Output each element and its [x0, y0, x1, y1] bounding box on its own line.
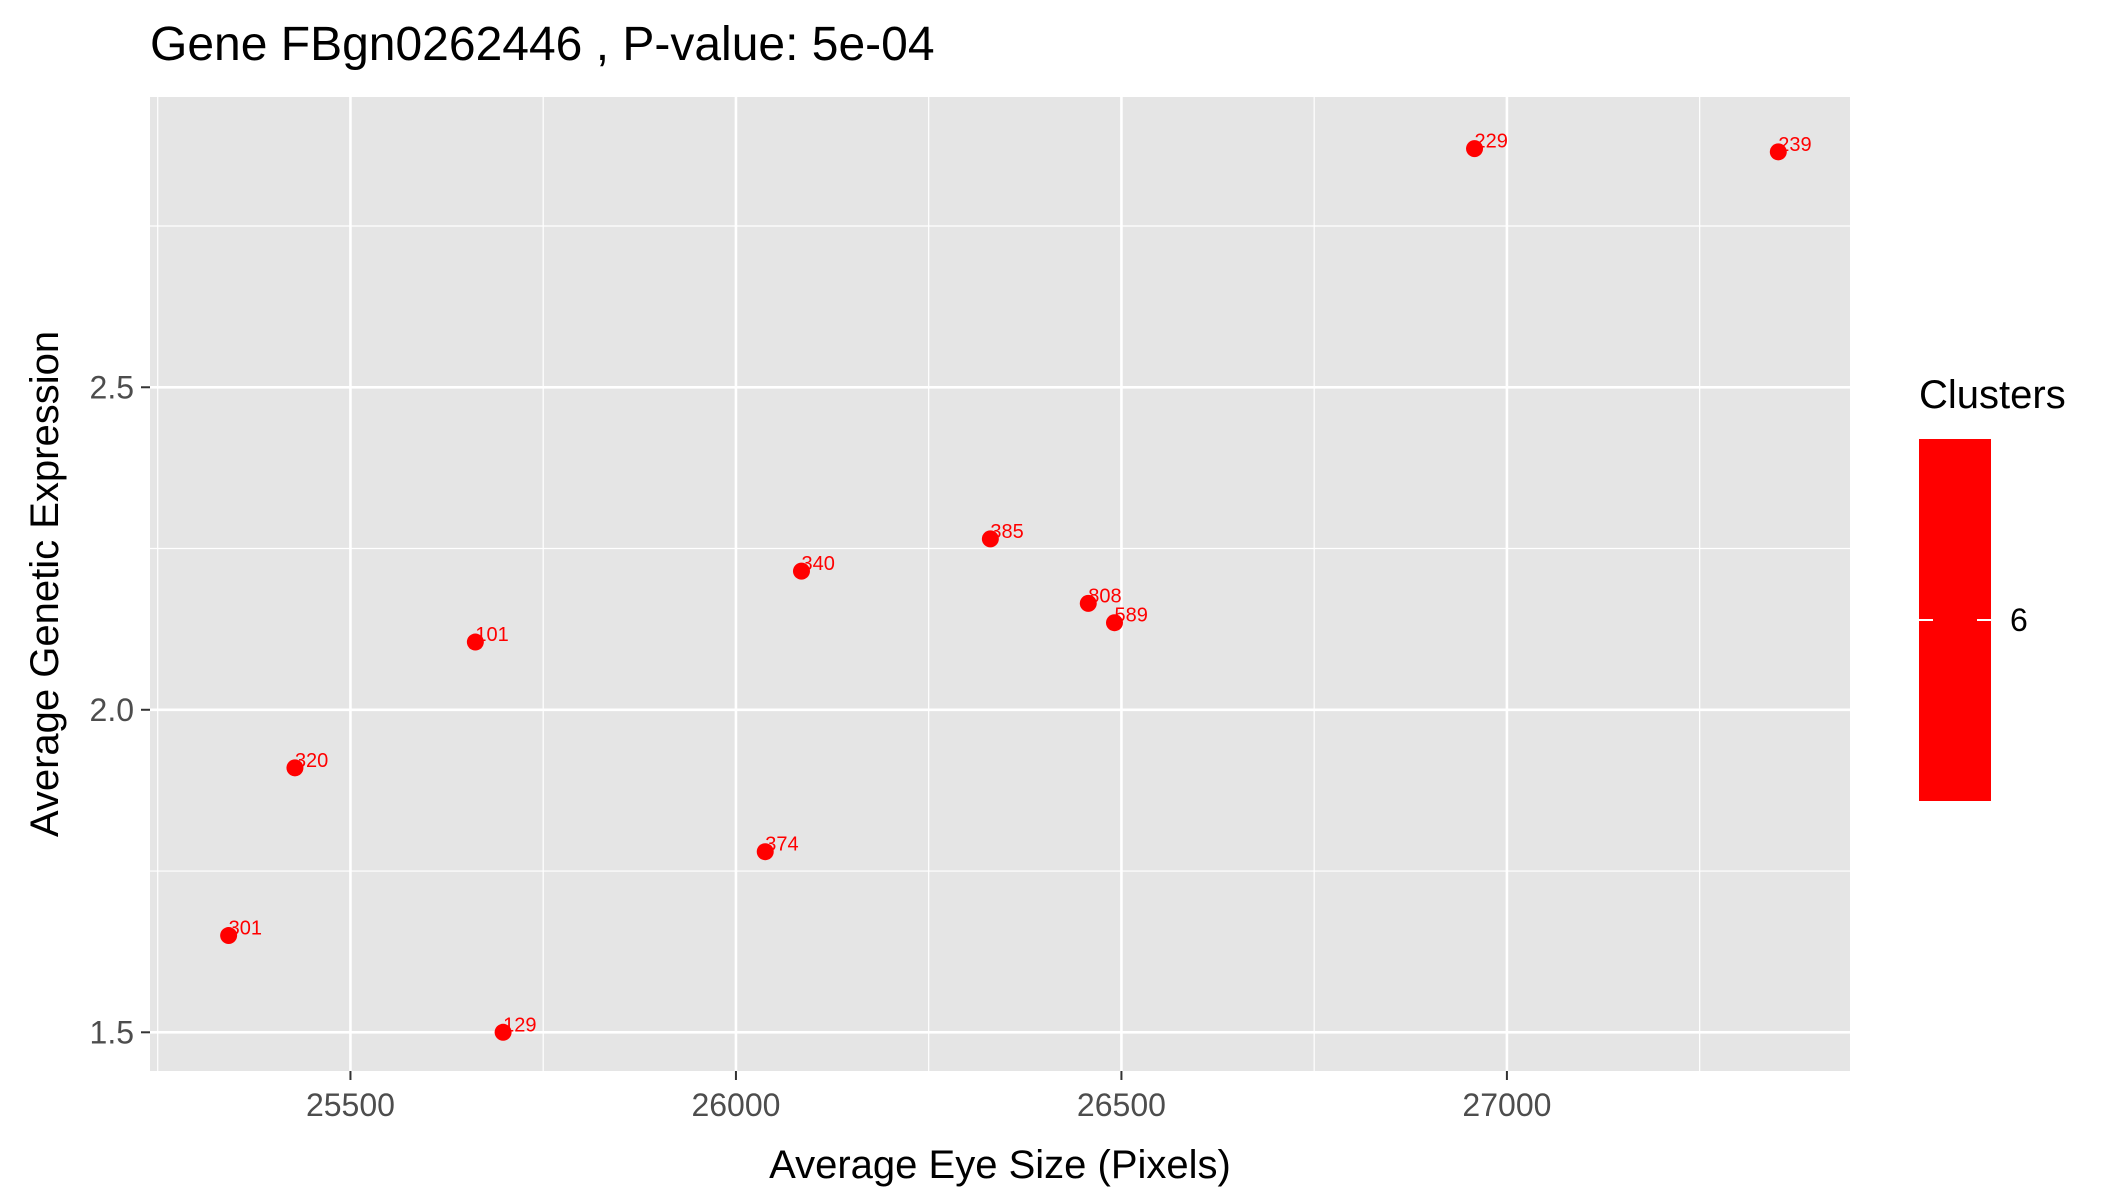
x-axis-title: Average Eye Size (Pixels): [769, 1143, 1231, 1187]
minor-gridlines: [150, 97, 1850, 1071]
x-axis: 25500 26000 26500 27000: [306, 1071, 1551, 1123]
x-tick-label: 25500: [306, 1087, 395, 1123]
data-point-label: 808: [1088, 585, 1121, 607]
legend: Clusters 6: [1919, 373, 2066, 801]
y-tick-label: 2.5: [90, 369, 134, 405]
data-point-label: 129: [503, 1014, 536, 1036]
x-tick-label: 26500: [1077, 1087, 1166, 1123]
y-axis-title: Average Genetic Expression: [23, 331, 67, 837]
data-point: [756, 843, 774, 861]
y-tick-label: 2.0: [90, 692, 134, 728]
data-point-label: 589: [1114, 605, 1147, 627]
major-gridlines: [150, 97, 1850, 1071]
data-point-label: 229: [1475, 131, 1508, 153]
data-point: [220, 927, 238, 945]
data-point-label: 239: [1778, 134, 1811, 156]
data-point: [466, 633, 484, 651]
y-axis: 1.5 2.0 2.5: [90, 369, 150, 1050]
data-point: [792, 562, 810, 580]
x-tick-label: 27000: [1462, 1087, 1551, 1123]
data-point: [1079, 594, 1097, 612]
x-tick-label: 26000: [691, 1087, 780, 1123]
data-point-label: 101: [475, 624, 508, 646]
legend-title: Clusters: [1919, 373, 2066, 417]
data-point-label: 385: [990, 521, 1023, 543]
data-point: [981, 530, 999, 548]
data-point-label: 301: [229, 918, 262, 940]
data-point: [1466, 140, 1484, 158]
y-tick-label: 1.5: [90, 1014, 134, 1050]
data-point: [286, 759, 304, 777]
data-point-label: 320: [295, 750, 328, 772]
data-point: [1769, 143, 1787, 161]
chart-title: Gene FBgn0262446 , P-value: 5e-04: [150, 18, 935, 71]
data-point: [1105, 614, 1123, 632]
data-point: [494, 1023, 512, 1041]
data-points: [220, 140, 1787, 1041]
data-point-label: 374: [765, 834, 798, 856]
plot-panel: [150, 97, 1850, 1071]
legend-label: 6: [2010, 602, 2028, 638]
data-point-label: 340: [801, 553, 834, 575]
